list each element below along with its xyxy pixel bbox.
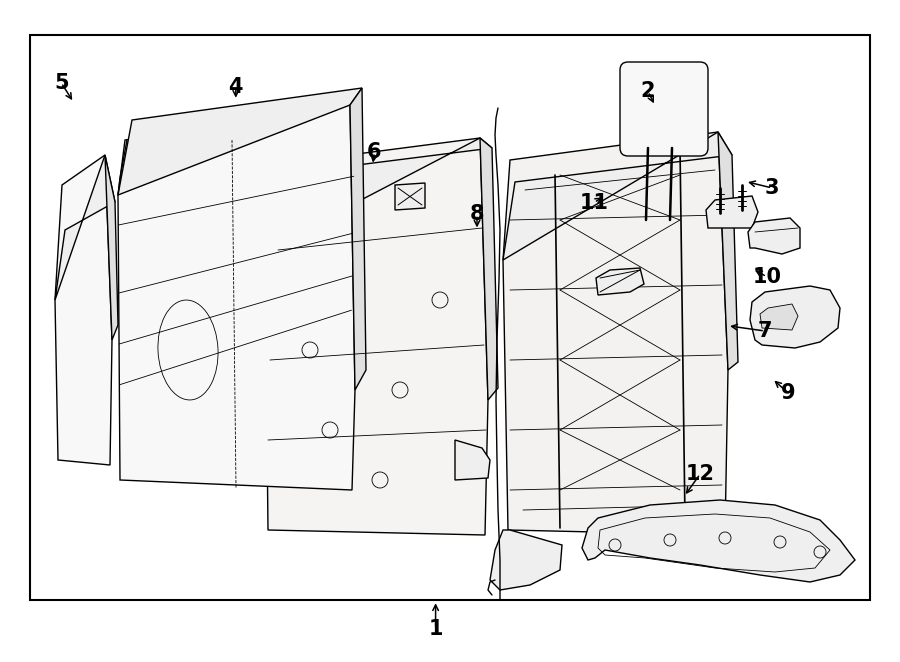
Polygon shape [760,304,798,330]
Text: 7: 7 [758,321,772,341]
Polygon shape [118,88,362,195]
Polygon shape [118,105,355,490]
Polygon shape [748,218,800,254]
Text: 4: 4 [229,77,243,97]
Polygon shape [55,155,112,465]
Polygon shape [718,132,738,370]
Text: 9: 9 [781,383,796,403]
Polygon shape [55,155,115,300]
Polygon shape [105,155,118,340]
Polygon shape [265,138,492,250]
Text: 2: 2 [641,81,655,101]
Polygon shape [455,440,490,480]
Text: 11: 11 [580,193,608,213]
Text: 3: 3 [765,178,779,198]
Polygon shape [582,500,855,582]
Text: 8: 8 [470,205,484,224]
Polygon shape [490,530,562,590]
FancyBboxPatch shape [620,62,708,156]
Polygon shape [350,88,366,390]
Polygon shape [480,138,498,400]
Polygon shape [503,132,732,260]
Text: 6: 6 [367,142,382,162]
Polygon shape [395,183,425,210]
Polygon shape [750,286,840,348]
Polygon shape [706,196,758,228]
Text: 5: 5 [54,73,68,93]
Text: 12: 12 [686,464,715,484]
Polygon shape [503,132,728,535]
Polygon shape [265,138,488,535]
Polygon shape [628,68,700,148]
Text: 10: 10 [752,267,781,287]
Text: 1: 1 [428,619,443,639]
Polygon shape [596,268,644,295]
